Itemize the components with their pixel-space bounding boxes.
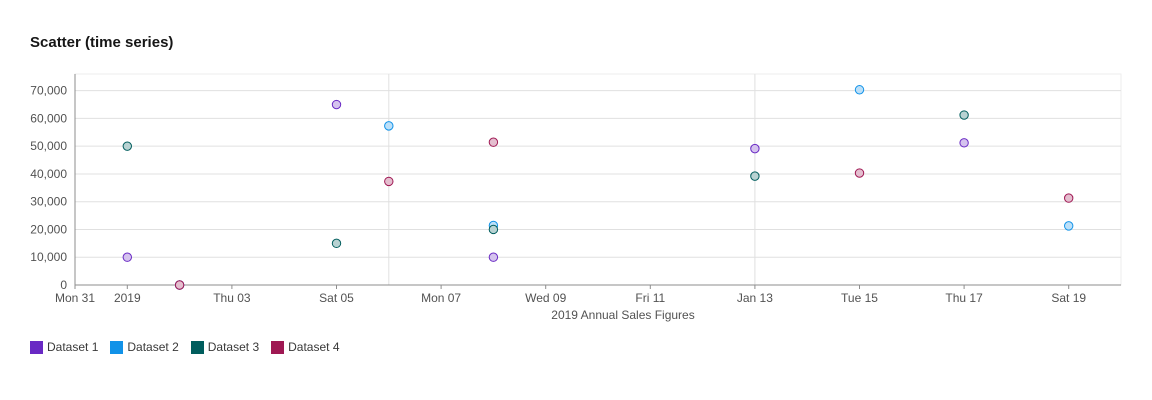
data-point-dataset-3[interactable]: [959, 110, 969, 120]
chart-title: Scatter (time series): [30, 34, 174, 51]
x-tick-label: Jan 13: [737, 291, 773, 305]
y-tick-label: 20,000: [30, 222, 67, 236]
x-axis-title: 2019 Annual Sales Figures: [551, 308, 694, 322]
y-tick-label: 60,000: [30, 111, 67, 125]
legend-item-dataset-1[interactable]: Dataset 1: [30, 340, 98, 354]
x-tick-label: Mon 07: [421, 291, 461, 305]
legend-swatch: [190, 340, 204, 354]
data-point-dataset-2[interactable]: [1064, 221, 1074, 231]
data-point-dataset-4[interactable]: [1064, 193, 1074, 203]
data-point-dataset-2[interactable]: [384, 121, 394, 131]
y-tick-label: 30,000: [30, 195, 67, 209]
legend-label: Dataset 2: [127, 340, 179, 354]
legend: Dataset 1 Dataset 2 Dataset 3 Dataset 4: [30, 340, 352, 354]
data-point-dataset-2[interactable]: [854, 85, 865, 95]
plot-frame: [74, 73, 1122, 286]
x-tick-label: 2019: [114, 291, 141, 305]
x-tick-label: Fri 11: [635, 291, 665, 305]
legend-swatch: [110, 340, 124, 354]
data-point-dataset-4[interactable]: [384, 176, 394, 187]
y-tick-label: 10,000: [30, 250, 67, 264]
legend-label: Dataset 1: [47, 340, 99, 354]
data-point-dataset-4[interactable]: [488, 137, 499, 147]
data-point-dataset-1[interactable]: [488, 252, 499, 262]
data-point-dataset-3[interactable]: [331, 238, 342, 249]
legend-label: Dataset 3: [207, 340, 260, 354]
data-point-dataset-4[interactable]: [854, 168, 865, 178]
legend-item-dataset-2[interactable]: Dataset 2: [110, 340, 179, 354]
legend-label: Dataset 4: [288, 340, 340, 354]
x-tick-label: Sat 05: [319, 291, 354, 305]
points-layer: [122, 85, 1074, 290]
legend-swatch: [30, 340, 43, 354]
legend-swatch: [271, 340, 285, 354]
data-point-dataset-3[interactable]: [488, 224, 499, 235]
grid-layer: [74, 73, 1122, 286]
x-tick-label: Tue 15: [841, 291, 878, 305]
y-tick-label: 0: [60, 278, 67, 292]
data-point-dataset-1[interactable]: [122, 252, 133, 262]
y-tick-label: 70,000: [30, 84, 67, 98]
data-point-dataset-3[interactable]: [122, 141, 133, 151]
x-tick-label: Wed 09: [525, 291, 566, 305]
y-tick-label: 50,000: [30, 139, 67, 153]
x-tick-label: Thu 17: [945, 291, 983, 305]
x-tick-label: Thu 03: [213, 291, 251, 305]
axis-layer: 0 10,000 20,000 30,000 40,000 50,000 60,000 70,…: [30, 74, 1121, 305]
legend-item-dataset-3[interactable]: Dataset 3: [190, 340, 260, 354]
data-point-dataset-1[interactable]: [750, 143, 760, 154]
data-point-dataset-1[interactable]: [331, 99, 342, 110]
y-tick-label: 40,000: [30, 167, 67, 181]
x-tick-label: Sat 19: [1051, 291, 1086, 305]
legend-item-dataset-4[interactable]: Dataset 4: [271, 340, 340, 354]
data-point-dataset-4[interactable]: [174, 280, 185, 290]
x-tick-label: Mon 31: [55, 291, 95, 305]
data-point-dataset-3[interactable]: [750, 171, 760, 181]
data-point-dataset-1[interactable]: [959, 138, 969, 148]
